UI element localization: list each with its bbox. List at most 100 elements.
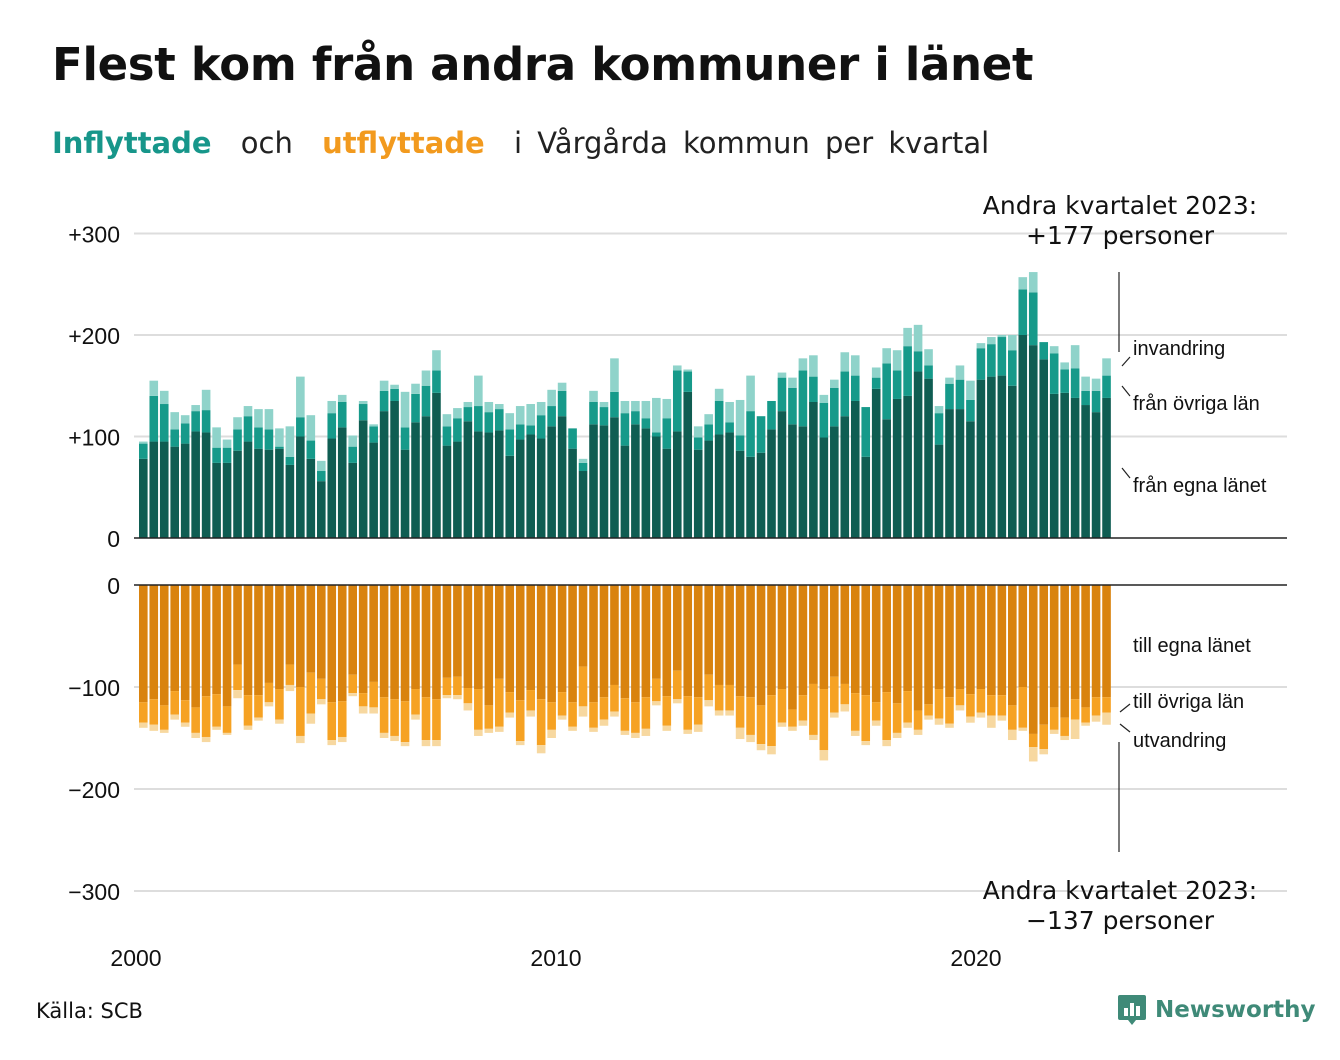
inflow-bar-segment — [243, 406, 253, 417]
inflow-bar-segment — [369, 424, 378, 427]
outflow-bar-segment — [201, 736, 211, 743]
inflow-bar-segment — [379, 380, 389, 391]
outflow-bar-segment — [777, 689, 787, 723]
outflow-bar-segment — [159, 705, 169, 730]
inflow-bar-segment — [180, 423, 190, 444]
inflow-bar-segment — [819, 437, 829, 538]
annotation-top-line1: Andra kvartalet 2023: — [983, 191, 1257, 220]
bars — [139, 272, 1111, 762]
inflow-bar-segment — [547, 406, 556, 427]
inflow-bar-segment — [337, 401, 347, 428]
outflow-bar-segment — [861, 741, 871, 746]
outflow-bar-segment — [693, 585, 703, 698]
inflow-bar-segment — [997, 335, 1007, 338]
y-tick-label-bottom: 0 — [107, 573, 120, 599]
inflow-bar-segment — [652, 436, 661, 538]
inflow-bar-segment — [714, 388, 724, 401]
inflow-bar-segment — [871, 388, 881, 538]
inflow-bar-segment — [1049, 346, 1059, 354]
brand-name: Newsworthy — [1155, 997, 1316, 1023]
outflow-bar-segment — [788, 726, 797, 731]
inflow-bar-segment — [390, 400, 399, 538]
outflow-bar-segment — [243, 695, 253, 726]
outflow-bar-segment — [1039, 724, 1049, 750]
outflow-bar-segment — [934, 718, 944, 725]
inflow-bar-segment — [212, 447, 221, 463]
inflow-bar-segment — [945, 383, 954, 410]
outflow-bar-segment — [1028, 733, 1038, 748]
outflow-bar-segment — [505, 692, 515, 713]
inflow-bar-segment — [987, 376, 996, 538]
outflow-bar-segment — [254, 585, 263, 696]
outflow-bar-segment — [1018, 585, 1028, 687]
inflow-bar-segment — [348, 462, 357, 538]
outflow-bar-segment — [589, 727, 598, 732]
outflow-bar-segment — [1018, 687, 1028, 728]
inflow-bar-segment — [819, 403, 829, 438]
inflow-bar-segment — [966, 421, 975, 538]
outflow-bar-segment — [599, 697, 609, 720]
inflow-bar-segment — [1081, 390, 1090, 406]
outflow-bar-segment — [494, 678, 504, 727]
outflow-bar-segment — [432, 699, 441, 741]
outflow-bar-segment — [934, 585, 944, 690]
outflow-bar-segment — [568, 702, 577, 727]
inflow-bar-segment — [453, 418, 462, 442]
inflow-bar-segment — [1102, 358, 1111, 376]
inflow-bar-segment — [735, 435, 745, 451]
brand-logo[interactable]: Newsworthy — [1117, 993, 1316, 1027]
inflow-bar-segment — [850, 400, 860, 538]
outflow-bar-segment — [1081, 722, 1090, 726]
outflow-bar-segment — [987, 695, 996, 716]
outflow-bar-segment — [557, 715, 567, 720]
outflow-bar-segment — [599, 719, 609, 726]
outflow-bar-segment — [892, 703, 902, 733]
outflow-bar-segment — [735, 696, 745, 728]
outflow-bar-segment — [358, 693, 368, 707]
inflow-bar-segment — [306, 458, 316, 538]
inflow-bar-segment — [693, 426, 703, 438]
inflow-bar-segment — [505, 429, 515, 456]
outflow-bar-segment — [756, 585, 766, 706]
inflow-bar-segment — [390, 388, 399, 401]
outflow-bar-segment — [1091, 715, 1101, 722]
outflow-bar-segment — [285, 664, 295, 685]
inflow-bar-segment — [903, 346, 912, 396]
inflow-bar-segment — [903, 327, 912, 347]
inflow-bar-segment — [809, 401, 818, 538]
inflow-bar-segment — [547, 426, 556, 538]
outflow-bar-segment — [400, 742, 410, 747]
inflow-bar-segment — [526, 425, 535, 435]
outflow-bar-segment — [379, 697, 389, 733]
outflow-bar-segment — [243, 725, 253, 730]
outflow-bar-segment — [337, 736, 347, 743]
outflow-bar-segment — [159, 729, 169, 733]
outflow-bar-segment — [463, 703, 473, 711]
outflow-bar-segment — [170, 585, 180, 692]
y-tick-label-top: +300 — [68, 222, 120, 248]
inflow-bar-segment — [233, 450, 242, 538]
outflow-bar-segment — [316, 585, 326, 679]
outflow-bar-segment — [610, 684, 619, 712]
inflow-bar-segment — [683, 391, 693, 538]
inflow-bar-segment — [568, 428, 577, 449]
outflow-bar-segment — [976, 689, 986, 713]
outflow-bar-segment — [296, 687, 305, 736]
y-tick-label-top: +100 — [68, 425, 120, 451]
outflow-bar-segment — [641, 728, 651, 736]
outflow-bar-segment — [505, 585, 515, 693]
inflow-bar-segment — [913, 371, 923, 538]
outflow-bar-segment — [777, 585, 787, 690]
outflow-bar-segment — [578, 585, 588, 667]
inflow-bar-segment — [945, 409, 954, 539]
inflow-bar-segment — [1028, 272, 1038, 293]
inflow-bar-segment — [756, 452, 766, 538]
inflow-bar-segment — [683, 371, 693, 392]
outflow-bar-segment — [945, 697, 954, 724]
outflow-bar-segment — [526, 585, 535, 691]
x-tick-label: 2000 — [110, 945, 161, 971]
outflow-bar-segment — [809, 683, 818, 735]
outflow-bar-segment — [578, 706, 588, 717]
inflow-bar-segment — [1070, 368, 1080, 398]
